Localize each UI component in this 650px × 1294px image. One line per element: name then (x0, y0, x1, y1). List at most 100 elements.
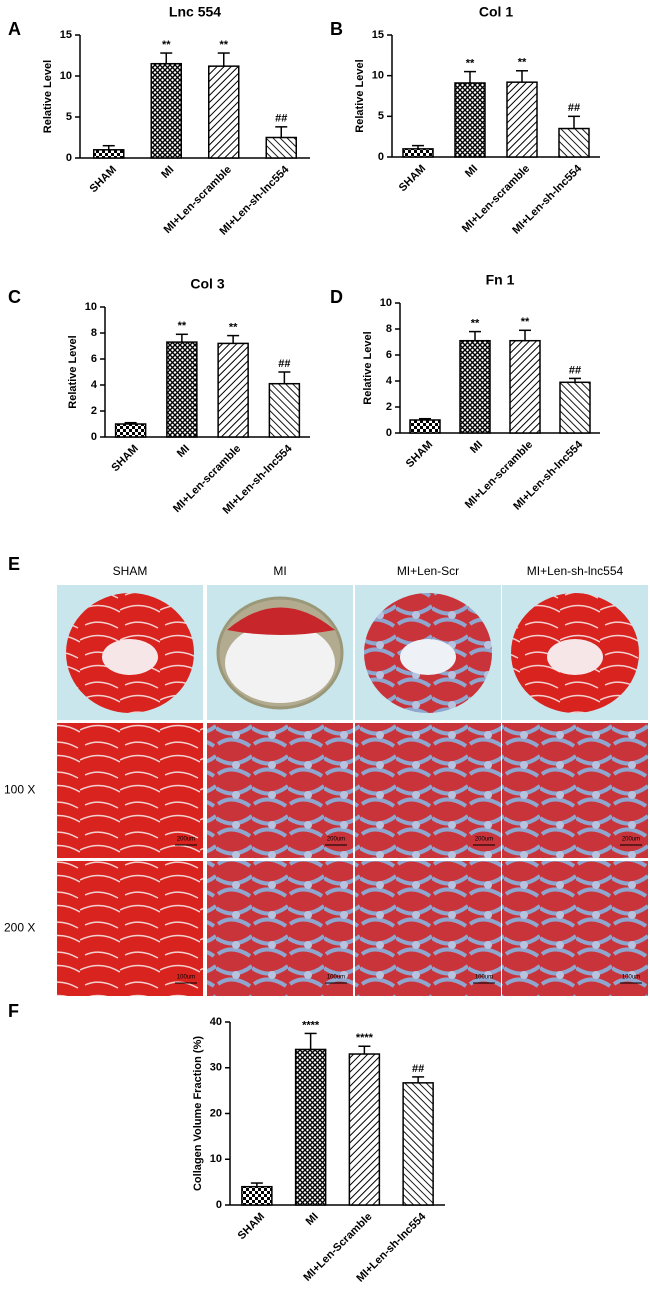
chart-title: Lnc 554 (169, 4, 221, 20)
y-tick-label: 4 (91, 379, 98, 391)
y-tick-label: 6 (386, 349, 392, 361)
scale-label: 100um (622, 975, 640, 981)
bar (558, 127, 590, 158)
bar (268, 382, 301, 438)
scale-label: 200um (622, 837, 640, 843)
error-bar (569, 377, 581, 383)
panel-letter: E (8, 554, 20, 574)
y-tick-label: 10 (380, 297, 392, 309)
error-bar (275, 126, 288, 138)
y-tick-label: 8 (91, 327, 97, 339)
histology-image (355, 861, 501, 996)
bar (402, 1082, 434, 1206)
x-tick-label: MI (304, 1211, 321, 1228)
heart-lumen (400, 639, 456, 675)
scale-label: 200um (327, 837, 345, 843)
error-bar (469, 330, 481, 341)
annotation: ** (178, 320, 187, 332)
error-bar (412, 144, 424, 149)
y-tick-label: 15 (60, 29, 72, 41)
error-bar (227, 334, 240, 344)
bar (114, 423, 147, 438)
histology-image (502, 861, 648, 996)
annotation: ** (471, 318, 480, 330)
y-tick-label: 10 (210, 1153, 222, 1165)
annotation: ## (568, 102, 580, 114)
annotation: ## (275, 113, 287, 125)
histology-image (207, 861, 353, 996)
row-label: 200 X (4, 921, 35, 935)
y-tick-label: 10 (372, 70, 384, 82)
error-bar (175, 333, 188, 343)
histology-image (355, 723, 501, 858)
heart-lumen (102, 639, 158, 675)
y-tick-label: 30 (210, 1062, 222, 1074)
column-header: MI+Len-Scr (397, 564, 459, 578)
bar (459, 339, 491, 434)
error-bar (160, 52, 173, 64)
y-tick-label: 15 (372, 29, 384, 41)
annotation: ** (219, 39, 228, 51)
error-bar (124, 421, 137, 424)
y-tick-label: 8 (386, 323, 392, 335)
scale-label: 100um (177, 975, 195, 981)
y-axis-label: Relative Level (362, 331, 374, 404)
error-bar (278, 371, 291, 384)
x-tick-label: MI (159, 164, 176, 181)
scale-label: 100um (327, 975, 345, 981)
annotation: **** (302, 1019, 320, 1031)
bar (150, 62, 182, 159)
column-header: MI+Len-sh-lnc554 (527, 564, 624, 578)
y-tick-label: 6 (91, 353, 97, 365)
bar (166, 341, 198, 438)
y-tick-label: 5 (378, 110, 384, 122)
error-bar (516, 70, 528, 83)
column-header: MI (273, 564, 286, 578)
y-axis-label: Relative Level (42, 60, 54, 133)
error-bar (412, 1076, 425, 1083)
histology-image (57, 723, 203, 858)
bar (265, 136, 297, 159)
x-tick-label: MI (175, 443, 192, 460)
y-tick-label: 20 (210, 1107, 222, 1119)
scale-label: 100um (475, 975, 493, 981)
panel-letter: D (330, 287, 343, 307)
x-tick-label: SHAM (397, 163, 428, 194)
bar (559, 381, 591, 434)
error-bar (358, 1045, 371, 1055)
heart-tissue (227, 607, 335, 635)
annotation: ## (412, 1063, 424, 1075)
scale-label: 200um (177, 837, 195, 843)
annotation: ** (162, 39, 171, 51)
annotation: ## (278, 358, 290, 370)
annotation: **** (356, 1032, 374, 1044)
y-tick-label: 2 (386, 401, 392, 413)
y-axis-label: Relative Level (67, 335, 79, 408)
error-bar (250, 1182, 263, 1187)
error-bar (217, 52, 230, 67)
chart-title: Fn 1 (486, 272, 515, 288)
bar (348, 1053, 381, 1206)
error-bar (568, 115, 580, 129)
x-tick-label: SHAM (404, 439, 435, 470)
error-bar (419, 417, 431, 420)
y-tick-label: 0 (386, 427, 392, 439)
error-bar (519, 329, 531, 341)
x-tick-label: SHAM (109, 443, 140, 474)
y-tick-label: 2 (91, 405, 97, 417)
chart-title: Col 1 (479, 4, 513, 20)
bar (409, 419, 441, 434)
annotation: ** (229, 322, 238, 334)
y-tick-label: 10 (85, 301, 97, 313)
y-tick-label: 40 (210, 1016, 222, 1028)
y-tick-label: 5 (66, 111, 72, 123)
bar (506, 81, 538, 158)
histology-image (207, 723, 353, 858)
histology-image (502, 723, 648, 858)
bar (509, 339, 541, 434)
chart-title: Col 3 (190, 276, 224, 292)
x-tick-label: MI (468, 439, 485, 456)
error-bar (464, 70, 476, 83)
error-bar (304, 1032, 317, 1050)
